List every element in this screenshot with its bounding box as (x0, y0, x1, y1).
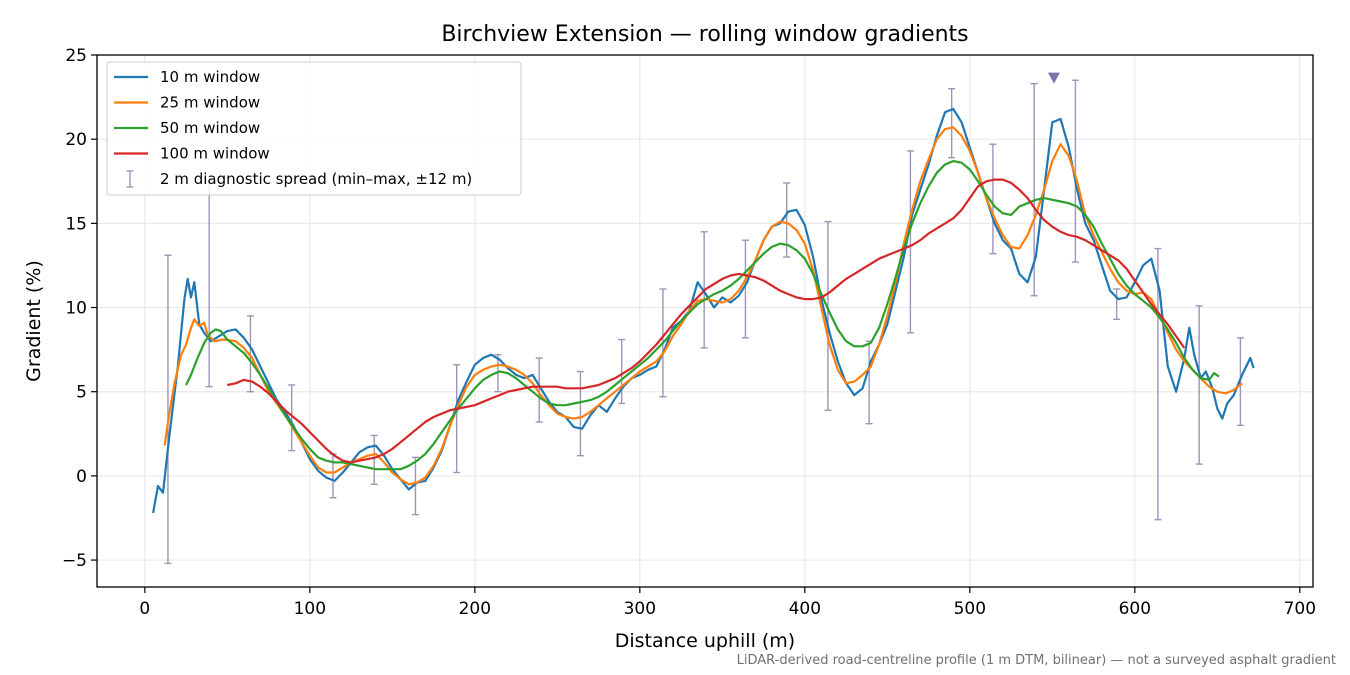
x-tick-label-2: 200 (459, 599, 491, 619)
errorbar-5 (370, 434, 378, 486)
y-tick-label-3: 10 (65, 299, 87, 319)
errorbar-16 (824, 220, 832, 411)
legend-item-3: 100 m window (114, 145, 270, 163)
y-tick-label-2: 5 (76, 383, 87, 403)
legend: 10 m window 25 m window 50 m window 100 m w… (106, 61, 522, 196)
errorbar-11 (618, 338, 626, 405)
x-tick-label-5: 500 (954, 599, 986, 619)
legend-item-1: 25 m window (114, 94, 260, 112)
y-tick-label-6: 25 (65, 46, 87, 66)
y-tick-label-5: 20 (65, 130, 87, 150)
errorbar-0 (164, 254, 172, 565)
x-tick-label-1: 100 (294, 599, 326, 619)
x-tick-label-4: 400 (789, 599, 821, 619)
legend-label-2: 50 m window (160, 119, 260, 137)
x-tick-label-6: 600 (1119, 599, 1151, 619)
legend-label-0: 10 m window (160, 68, 260, 86)
x-axis-label: Distance uphill (m) (615, 630, 795, 652)
errorbar-24 (1154, 247, 1162, 521)
marker-group (1047, 72, 1060, 84)
errorbar-3 (288, 384, 296, 452)
x-tick-label-3: 300 (624, 599, 656, 619)
y-tick-label-1: 0 (76, 467, 87, 487)
legend-label-3: 100 m window (160, 145, 270, 163)
y-axis-label: Gradient (%) (23, 260, 45, 382)
legend-label-1: 25 m window (160, 94, 260, 112)
errorbar-14 (741, 239, 749, 339)
errorbar-6 (411, 456, 419, 516)
errorbar-9 (535, 357, 543, 423)
peak-marker (1047, 72, 1060, 84)
plot-frame (96, 54, 1314, 588)
series-line-1 (163, 126, 1243, 486)
errorbar-7 (453, 364, 461, 474)
series-group (152, 107, 1255, 514)
chart-title: Birchview Extension — rolling window gra… (441, 22, 968, 47)
series-line-0 (152, 107, 1255, 514)
x-tick-label-7: 700 (1284, 599, 1316, 619)
errorbar-23 (1113, 288, 1121, 321)
errorbar-22 (1071, 79, 1079, 263)
legend-item-4: 2 m diagnostic spread (min–max, ±12 m) (126, 170, 472, 188)
errorbar-20 (989, 143, 997, 255)
legend-swatch-4 (126, 170, 134, 188)
errorbar-group (164, 79, 1244, 565)
errorbar-19 (948, 87, 956, 159)
errorbar-18 (906, 150, 914, 334)
y-tick-label-0: −5 (62, 551, 87, 571)
legend-label-4: 2 m diagnostic spread (min–max, ±12 m) (160, 170, 472, 188)
series-line-3 (227, 178, 1186, 464)
x-tick-label-0: 0 (139, 599, 150, 619)
errorbar-10 (576, 370, 584, 457)
series-line-2 (185, 160, 1220, 471)
legend-frame (106, 61, 522, 196)
errorbar-25 (1195, 305, 1203, 465)
footnote: LiDAR-derived road-centreline profile (1… (737, 653, 1336, 668)
errorbar-2 (246, 315, 254, 393)
axis-ticks: 0 100 200 300 400 500 600 700 −5 0 5 10 15 20 25 (62, 46, 1316, 619)
legend-item-2: 50 m window (114, 119, 260, 137)
legend-item-0: 10 m window (114, 68, 260, 86)
y-tick-label-4: 15 (65, 214, 87, 234)
